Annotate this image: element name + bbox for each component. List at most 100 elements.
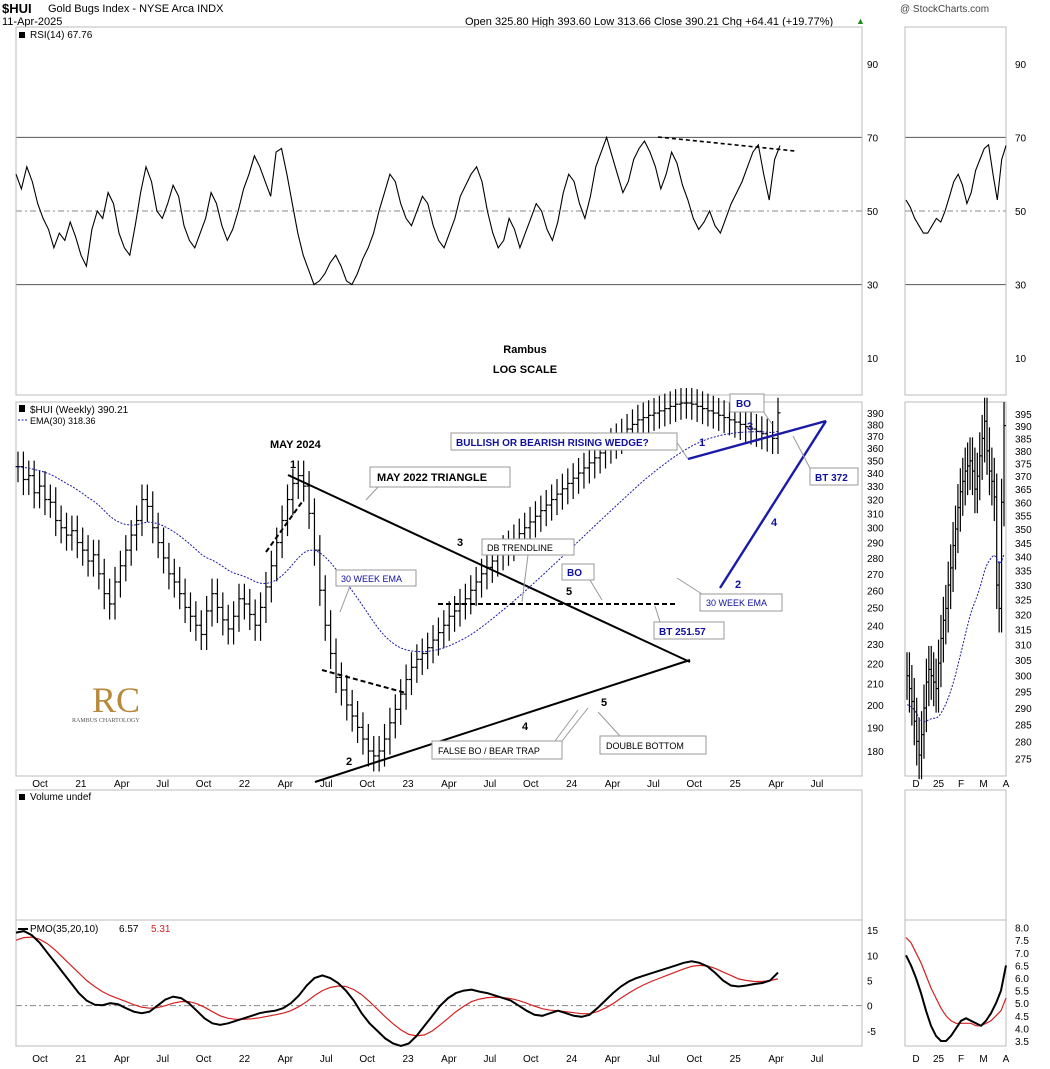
price-bar xyxy=(743,409,749,443)
right-price-tick-label: 300 xyxy=(1015,672,1032,683)
rsi-right-tick-label: 10 xyxy=(1015,354,1027,365)
right-price-tick-label: 310 xyxy=(1015,641,1032,652)
price-bar xyxy=(96,539,102,590)
price-bar xyxy=(182,578,188,624)
price-bar xyxy=(123,535,129,582)
wedge-wave-2: 2 xyxy=(735,579,741,591)
price-tick-label: 190 xyxy=(867,723,884,734)
price-bar xyxy=(716,398,722,431)
triangle-lower-line xyxy=(314,659,691,783)
downtrend-dashed-line xyxy=(321,669,407,694)
ema30-line xyxy=(17,430,779,653)
panel-frame-vol xyxy=(15,789,863,921)
right-x-axis-label: M xyxy=(979,779,987,790)
price-tick-label: 280 xyxy=(867,554,884,565)
pmo-x-axis-label: Jul xyxy=(483,1054,496,1065)
right-price-tick-label: 295 xyxy=(1015,688,1032,699)
x-axis-label: Apr xyxy=(278,779,294,790)
price-bar xyxy=(187,592,193,632)
price-bar xyxy=(107,578,113,620)
right-price-bar xyxy=(916,697,919,766)
rsi-tick-label: 30 xyxy=(867,281,879,292)
x-axis-label: Jul xyxy=(320,779,333,790)
price-bar xyxy=(576,457,582,494)
pmo-x-axis-label: Oct xyxy=(523,1054,539,1065)
right-price-bar xyxy=(962,457,965,516)
x-axis-label: Apr xyxy=(441,779,457,790)
rsi-right-line xyxy=(905,143,1007,234)
price-tick-label: 370 xyxy=(867,432,884,443)
uptrend-dashed-line xyxy=(265,501,303,553)
rsi-tick-label: 90 xyxy=(867,60,879,71)
price-bar xyxy=(392,694,398,739)
pmo-tick-label: -5 xyxy=(867,1027,876,1038)
callout-pointer xyxy=(339,585,351,613)
price-bar xyxy=(349,689,355,732)
price-bar xyxy=(721,400,727,434)
header-date: 11-Apr-2025 xyxy=(2,16,63,28)
right-price-tick-label: 320 xyxy=(1015,610,1032,621)
wedge-wave-1: 1 xyxy=(699,437,705,449)
price-bar xyxy=(759,416,765,450)
right-price-tick-label: 355 xyxy=(1015,512,1032,523)
price-tick-label: 340 xyxy=(867,469,884,480)
callout-rising-wedge: BULLISH OR BEARISH RISING WEDGE? xyxy=(450,432,678,451)
right-price-bar xyxy=(908,652,912,713)
right-price-bar xyxy=(952,522,956,592)
price-bar xyxy=(101,558,107,610)
annot-wave-1: 1 xyxy=(290,459,296,471)
rambus-label: Rambus xyxy=(503,344,546,356)
price-bar xyxy=(177,566,183,610)
right-price-bar xyxy=(971,437,975,496)
price-bar xyxy=(236,583,242,632)
price-bar xyxy=(69,515,75,551)
right-pmo-tick-label: 6.5 xyxy=(1015,961,1029,972)
right-price-tick-label: 385 xyxy=(1015,434,1032,445)
rsi-line xyxy=(15,135,781,286)
right-price-tick-label: 370 xyxy=(1015,472,1032,483)
right-price-tick-label: 380 xyxy=(1015,447,1032,458)
right-pmo-x-axis-label: A xyxy=(1003,1054,1010,1065)
right-price-bar xyxy=(954,505,958,570)
price-bar xyxy=(85,535,91,577)
callout-pointer xyxy=(676,577,703,595)
price-bar xyxy=(726,402,732,436)
x-axis-label: Apr xyxy=(768,779,784,790)
callout-bt-251: BT 251.57 xyxy=(653,621,725,640)
price-bar xyxy=(527,506,533,544)
price-bar xyxy=(128,520,134,566)
price-bar xyxy=(322,575,328,641)
right-pmo-x-axis-label: 25 xyxy=(933,1054,945,1065)
pmo-tick-label: 5 xyxy=(867,976,873,987)
price-bar xyxy=(376,735,382,772)
x-axis-label: 23 xyxy=(402,779,414,790)
price-bar xyxy=(117,550,123,598)
right-pmo-tick-label: 8.0 xyxy=(1015,924,1029,935)
price-bar xyxy=(441,610,447,649)
price-bar xyxy=(247,588,253,631)
price-tick-label: 210 xyxy=(867,680,884,691)
callout-pointer xyxy=(561,707,589,742)
price-bar xyxy=(90,539,96,577)
price-bar xyxy=(452,595,458,632)
up-arrow-icon: ▲ xyxy=(856,16,865,26)
price-bar xyxy=(398,679,404,725)
price-bar xyxy=(748,411,754,445)
pmo-x-axis-label: 22 xyxy=(239,1054,251,1065)
callout-pointer xyxy=(675,440,689,460)
x-axis-label: 22 xyxy=(239,779,251,790)
right-price-tick-label: 325 xyxy=(1015,596,1032,607)
x-axis-label: Oct xyxy=(523,779,539,790)
annot-may-2024: MAY 2024 xyxy=(270,439,322,451)
ema-legend: EMA(30) 318.36 xyxy=(30,416,96,426)
wedge-wave-4: 4 xyxy=(771,517,778,529)
price-bar xyxy=(581,452,587,489)
panel-frame-rPrice xyxy=(904,401,1007,777)
price-bar xyxy=(387,707,393,755)
price-bar xyxy=(42,471,48,516)
right-x-axis-label: F xyxy=(958,779,964,790)
right-price-tick-label: 360 xyxy=(1015,498,1032,509)
price-bar xyxy=(47,484,53,518)
callout-bt-372: BT 372 xyxy=(809,467,859,486)
